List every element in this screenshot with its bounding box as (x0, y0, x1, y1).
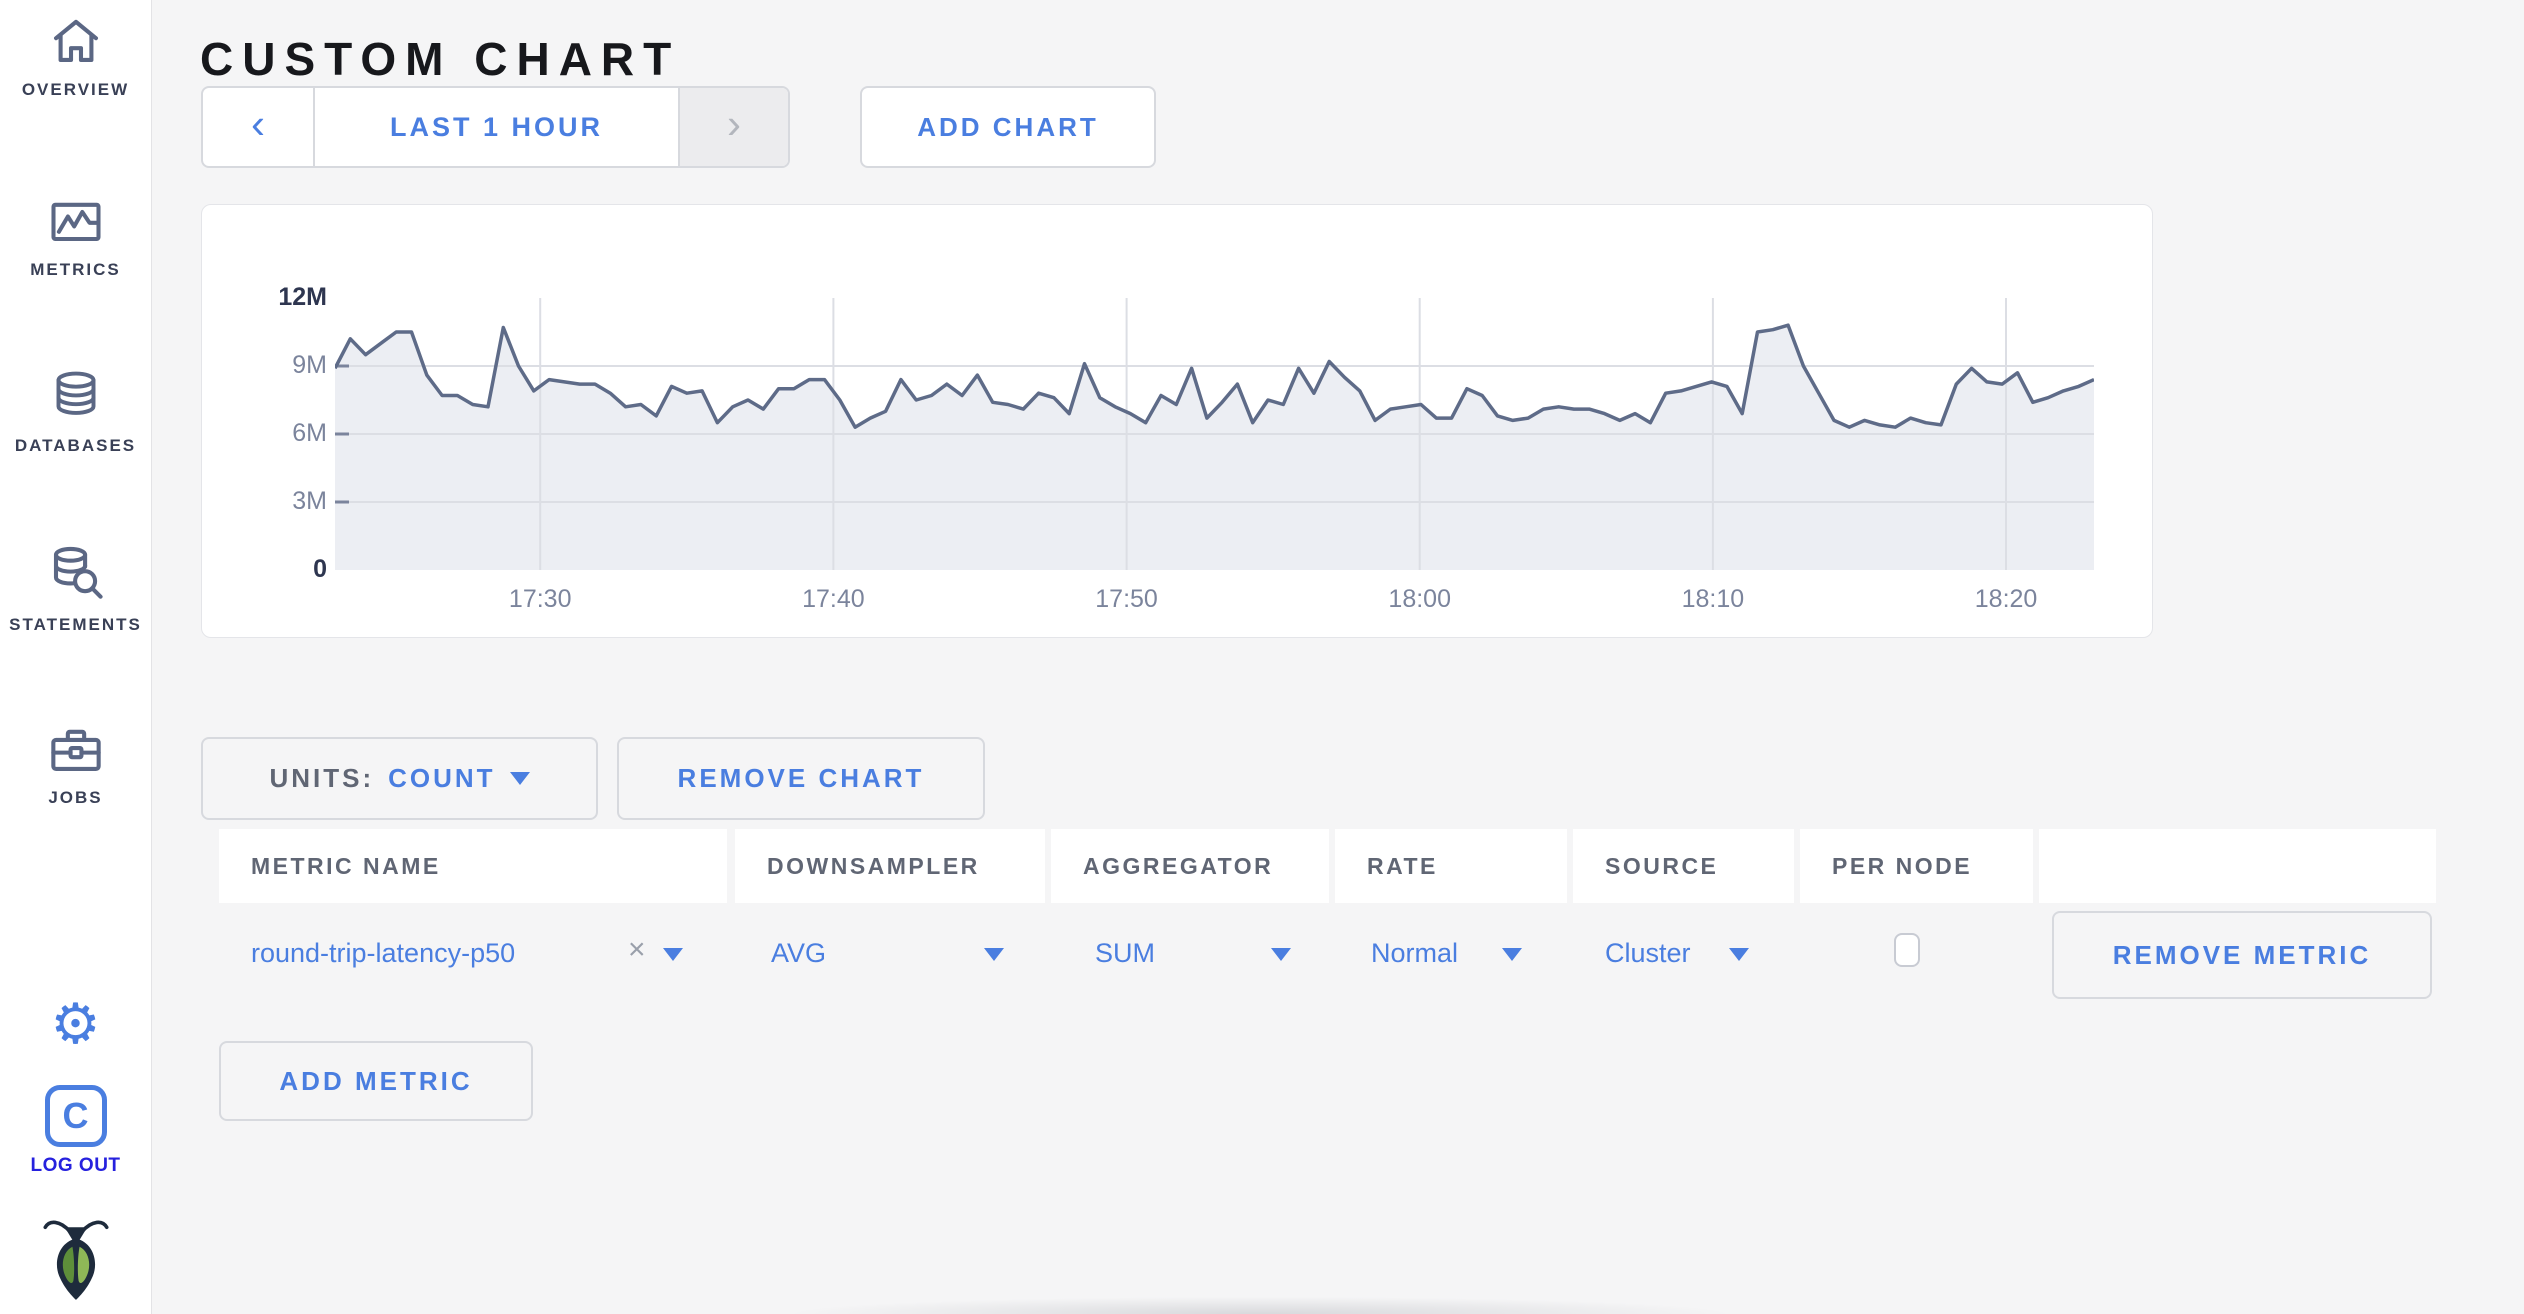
add-chart-button[interactable]: ADD CHART (860, 86, 1156, 168)
downsampler-caret-icon[interactable] (984, 948, 1004, 961)
y-axis-label: 9M (292, 351, 327, 379)
sidebar-item-label: DATABASES (14, 436, 137, 455)
databases-icon (48, 366, 104, 424)
metrics-icon (47, 194, 105, 248)
column-header-rate: RATE (1335, 829, 1567, 903)
aggregator-caret-icon[interactable] (1271, 948, 1291, 961)
chevron-right-icon: › (727, 100, 741, 147)
x-axis-label: 17:30 (508, 585, 572, 613)
y-axis-label: 0 (313, 555, 327, 583)
column-header-source: SOURCE (1573, 829, 1794, 903)
chart-y-axis: 0 3M 6M 9M 12M (242, 205, 327, 639)
remove-metric-button[interactable]: REMOVE METRIC (2052, 911, 2432, 999)
x-axis-label: 17:40 (802, 585, 865, 613)
sidebar: OVERVIEW METRICS DATABASES (0, 0, 152, 1314)
units-dropdown[interactable]: UNITS: COUNT (201, 737, 598, 820)
metric-name-caret-icon[interactable] (663, 948, 683, 961)
y-axis-label: 3M (292, 487, 327, 515)
add-metric-label: ADD METRIC (279, 1065, 473, 1096)
sidebar-item-metrics[interactable]: METRICS (0, 194, 151, 280)
sidebar-item-overview[interactable]: OVERVIEW (0, 12, 151, 100)
remove-chart-button[interactable]: REMOVE CHART (617, 737, 985, 820)
sidebar-item-label: OVERVIEW (21, 80, 130, 99)
sidebar-item-statements[interactable]: STATEMENTS (0, 543, 151, 635)
jobs-icon (47, 722, 105, 776)
logo-letter: C (62, 1095, 89, 1136)
x-axis-label: 18:00 (1388, 585, 1451, 613)
clear-metric-icon[interactable]: × (628, 933, 646, 966)
column-header-metric-name: METRIC NAME (219, 829, 727, 903)
rate-caret-icon[interactable] (1502, 948, 1522, 961)
logout-label: LOG OUT (30, 1155, 121, 1176)
cockroach-bug-icon (0, 1215, 151, 1301)
x-axis-label: 18:10 (1681, 585, 1745, 613)
time-range-next-button[interactable]: › (678, 88, 788, 166)
add-metric-button[interactable]: ADD METRIC (219, 1041, 533, 1121)
source-caret-icon[interactable] (1729, 948, 1749, 961)
y-axis-label: 12M (278, 283, 327, 311)
sidebar-item-label: METRICS (30, 260, 121, 279)
metric-name-select[interactable]: round-trip-latency-p50 (251, 938, 516, 968)
chart-plot-svg (335, 298, 2094, 570)
gear-icon[interactable]: ⚙ (50, 992, 101, 1055)
downsampler-select[interactable]: AVG (771, 938, 827, 968)
time-range-prev-button[interactable]: ‹ (203, 88, 315, 166)
add-chart-label: ADD CHART (917, 111, 1099, 142)
units-label: UNITS: (269, 763, 375, 793)
logout-button[interactable]: C LOG OUT (0, 1085, 151, 1177)
statements-icon (46, 543, 106, 603)
sidebar-item-databases[interactable]: DATABASES (0, 366, 151, 456)
next-card-shadow (630, 1290, 1890, 1314)
aggregator-select[interactable]: SUM (1095, 938, 1155, 968)
time-range-label: LAST 1 HOUR (389, 111, 603, 142)
column-header-per-node: PER NODE (1800, 829, 2033, 903)
remove-metric-label: REMOVE METRIC (2112, 939, 2372, 970)
chart-panel: 0 3M 6M 9M 12M 17:30 17:40 17:50 18:00 18:10 18:2… (201, 204, 2153, 638)
sidebar-item-label: JOBS (48, 788, 103, 807)
x-axis-label: 18:20 (1974, 585, 2038, 613)
y-axis-label: 6M (292, 419, 327, 447)
column-header-aggregator: AGGREGATOR (1051, 829, 1329, 903)
page-title: CUSTOM CHART (200, 32, 681, 85)
units-value: COUNT (388, 763, 496, 793)
remove-chart-label: REMOVE CHART (677, 763, 925, 793)
sidebar-item-label: STATEMENTS (9, 615, 142, 634)
rate-select[interactable]: Normal (1371, 938, 1459, 968)
caret-down-icon (509, 772, 530, 785)
chevron-left-icon: ‹ (251, 100, 265, 147)
column-header-actions (2039, 829, 2436, 903)
time-range-dropdown[interactable]: LAST 1 HOUR (315, 88, 678, 166)
per-node-checkbox[interactable] (1894, 933, 1920, 967)
x-axis-label: 17:50 (1095, 585, 1158, 613)
sidebar-item-jobs[interactable]: JOBS (0, 722, 151, 808)
column-header-downsampler: DOWNSAMPLER (735, 829, 1045, 903)
time-range-selector: ‹ LAST 1 HOUR › (201, 86, 790, 168)
source-select[interactable]: Cluster (1605, 938, 1691, 968)
home-icon (47, 12, 105, 68)
cockroach-c-logo-icon: C (44, 1085, 107, 1147)
